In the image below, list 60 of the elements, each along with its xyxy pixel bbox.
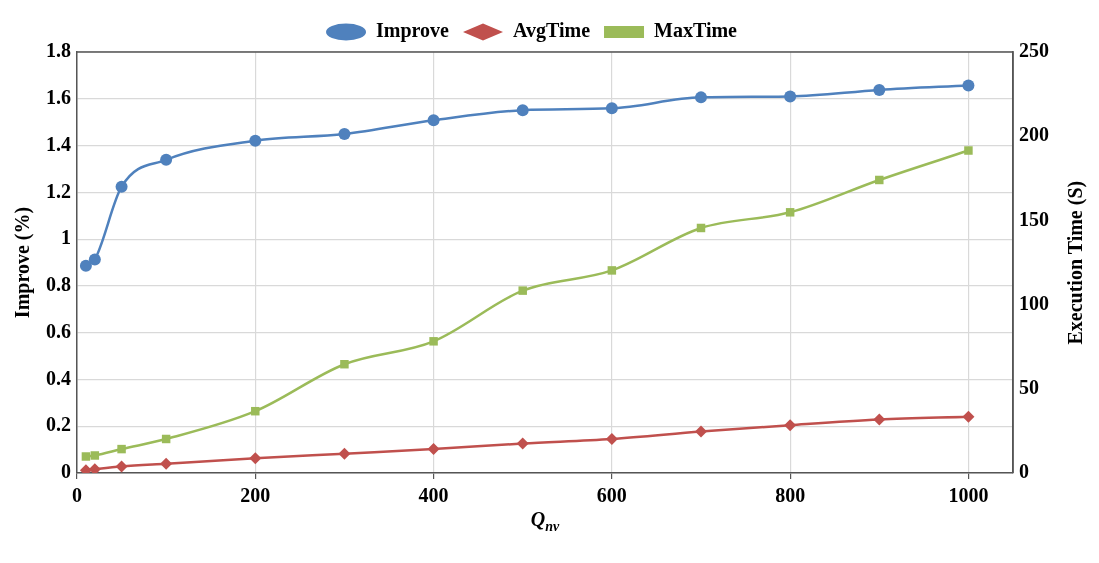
x-tick-label: 1000 (948, 484, 989, 507)
x-tick-label: 400 (418, 484, 449, 507)
point (160, 457, 173, 470)
point (115, 460, 128, 473)
point (785, 208, 795, 217)
x-tick-label: 600 (596, 484, 627, 507)
legend-label: MaxTime (654, 19, 738, 42)
point (964, 146, 973, 155)
point (427, 443, 440, 456)
point (962, 410, 975, 423)
y-tick-label: 0 (61, 460, 71, 483)
y-tick-label: 0.8 (46, 273, 71, 296)
point (251, 406, 260, 416)
y-tick-label: 1.8 (46, 39, 71, 62)
y2-tick-label: 200 (1019, 123, 1049, 146)
x-tick-label: 200 (240, 484, 271, 507)
legend-label: AvgTime (512, 19, 591, 43)
point (607, 266, 617, 275)
point (518, 286, 527, 295)
point (873, 83, 886, 96)
y2-axis-title: Execution Time (S) (1064, 180, 1088, 345)
point (117, 444, 126, 454)
point (695, 91, 707, 104)
y-tick-label: 0.2 (46, 413, 71, 436)
point (249, 452, 262, 465)
y-tick-label: 1.2 (46, 179, 71, 202)
point (429, 337, 438, 346)
y-tick-label: 1 (61, 226, 71, 249)
point (875, 175, 884, 185)
legend-label: Improve (376, 19, 450, 43)
point (79, 259, 92, 272)
y2-tick-label: 150 (1019, 207, 1049, 230)
point (90, 451, 100, 460)
point (338, 128, 351, 141)
point (88, 253, 101, 266)
point (427, 114, 440, 127)
x-tick-label: 800 (775, 484, 806, 507)
y2-tick-label: 100 (1019, 291, 1049, 314)
y-tick-label: 0.6 (46, 319, 71, 342)
point (115, 180, 128, 193)
point (784, 90, 797, 103)
point (340, 359, 349, 369)
point (695, 425, 707, 438)
y-tick-label: 0.4 (46, 366, 71, 389)
point (784, 419, 797, 432)
point (249, 134, 262, 147)
y-axis-title: Improve (%) (11, 206, 35, 319)
y2-tick-label: 250 (1019, 39, 1049, 62)
y-tick-label: 1.4 (46, 132, 71, 155)
point (338, 447, 351, 460)
point (160, 153, 173, 166)
point (81, 452, 91, 461)
point (962, 79, 975, 92)
point (516, 104, 529, 117)
y2-tick-label: 50 (1019, 375, 1039, 398)
point (516, 437, 529, 450)
point (605, 102, 618, 115)
y-tick-label: 1.6 (46, 85, 71, 108)
y2-tick-label: 0 (1019, 460, 1029, 483)
point (873, 413, 886, 426)
